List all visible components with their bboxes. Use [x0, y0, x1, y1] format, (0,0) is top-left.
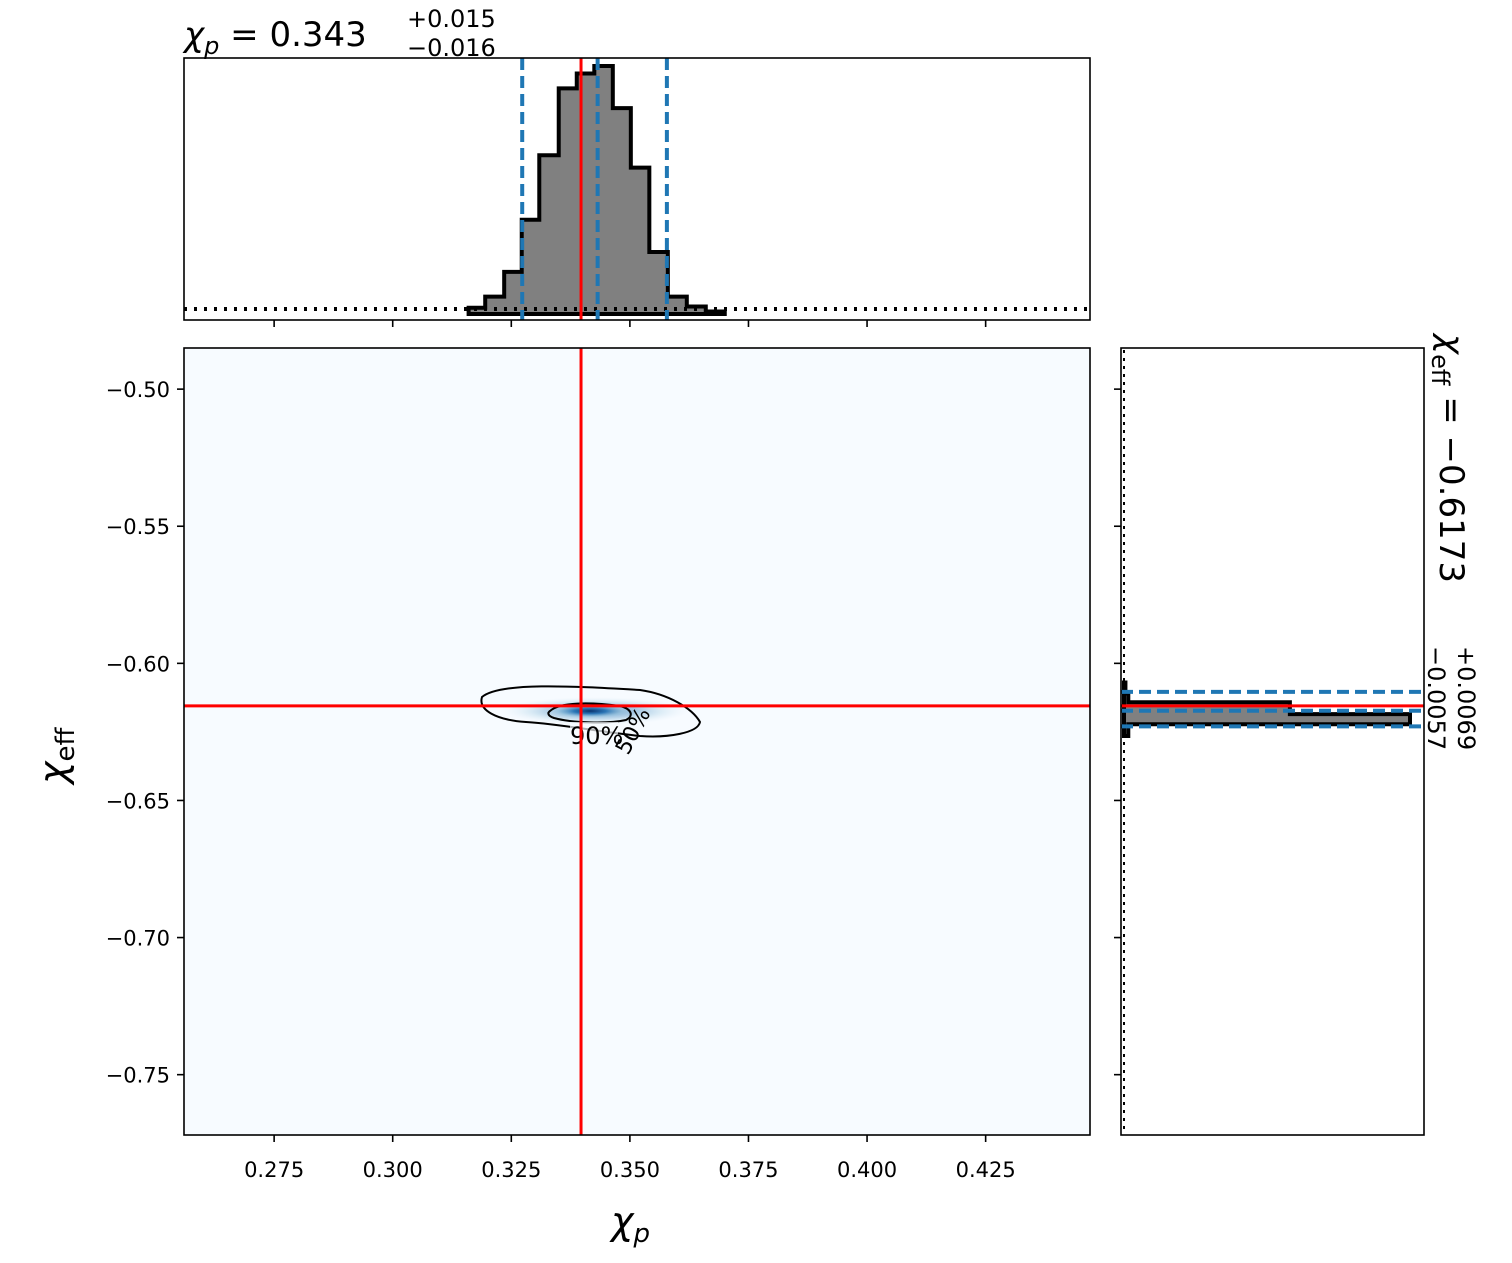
density-2d-content: 90% 50%: [184, 348, 1090, 1135]
hist-y-quantile-lines: [1121, 689, 1424, 729]
y-tick-label-4: −0.70: [106, 927, 170, 951]
hist-y-title: χeff = −0.6173 +0.0069 −0.0057: [1422, 332, 1480, 750]
hist-x-content: [184, 58, 1090, 320]
hist-x-title-plus: +0.015: [407, 5, 496, 33]
svg-text:χeff = −0.6173: χeff = −0.6173: [1426, 332, 1471, 583]
hist-x-title-minus: −0.016: [407, 34, 496, 62]
contour-label-bg-90: [570, 722, 618, 746]
hist-y-panel: χeff = −0.6173 +0.0069 −0.0057: [1114, 332, 1480, 1136]
hist-x-panel: χp = 0.343 +0.015 −0.016: [182, 5, 1091, 327]
contour-90: [480, 685, 702, 738]
hist-y-title-minus: −0.0057: [1422, 646, 1450, 750]
y-axis-label: χeff: [31, 727, 81, 786]
hist-y-title-plus: +0.0069: [1452, 646, 1480, 750]
hist-y-ticks: [1114, 388, 1121, 1076]
y-tick-label-2: −0.60: [106, 652, 170, 676]
x-axis-label: χp: [609, 1199, 650, 1249]
density-background: [184, 348, 1090, 1135]
hist-y-frame: [1120, 347, 1425, 1136]
x-tick-label-5: 0.400: [837, 1158, 897, 1182]
contour-50: [547, 702, 632, 724]
contour-label-90: 90%: [570, 722, 623, 750]
x-tick-label-2: 0.325: [481, 1158, 541, 1182]
hist-y-content: [1121, 350, 1424, 1133]
y-tick-label-1: −0.55: [106, 515, 170, 539]
hist-x-quantile-lines: [520, 58, 669, 320]
y-tick-label-5: −0.75: [106, 1064, 170, 1088]
x-tick-label-3: 0.350: [600, 1158, 660, 1182]
hist-x-frame: [183, 57, 1091, 321]
x-tick-label-0: 0.275: [244, 1158, 304, 1182]
x-tick-label-6: 0.425: [956, 1158, 1016, 1182]
density-2d-frame: [183, 347, 1091, 1136]
x-tick-label-1: 0.300: [363, 1158, 423, 1182]
hist-x-ticks: [273, 320, 987, 327]
density-x-ticks: 0.275 0.300 0.325 0.350 0.375 0.400 0.425: [244, 1135, 1016, 1182]
y-tick-label-0: −0.50: [106, 378, 170, 402]
x-tick-label-4: 0.375: [718, 1158, 778, 1182]
hist-x-title: χp = 0.343: [182, 15, 367, 60]
density-y-ticks: −0.50 −0.55 −0.60 −0.65 −0.70 −0.75: [106, 378, 184, 1088]
y-tick-label-3: −0.65: [106, 789, 170, 813]
density-2d-panel: 90% 50% 0.275 0.300 0.325 0.350 0.375 0.400 0.…: [31, 347, 1091, 1249]
